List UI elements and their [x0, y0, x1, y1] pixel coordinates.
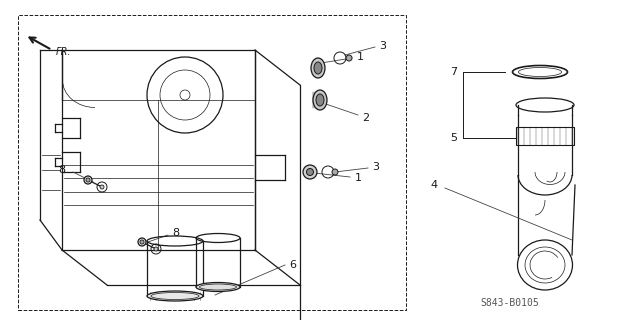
Circle shape	[306, 169, 313, 175]
Ellipse shape	[313, 90, 327, 110]
Circle shape	[303, 165, 317, 179]
Circle shape	[140, 240, 144, 244]
Ellipse shape	[314, 62, 322, 74]
Text: 5: 5	[450, 133, 457, 143]
Circle shape	[332, 169, 338, 175]
Ellipse shape	[311, 58, 325, 78]
Text: 6: 6	[289, 260, 296, 270]
Text: FR.: FR.	[56, 47, 72, 57]
Bar	[18, 15, 406, 310]
Ellipse shape	[316, 94, 324, 106]
Ellipse shape	[147, 291, 203, 301]
Circle shape	[84, 176, 92, 184]
Text: 8: 8	[58, 165, 65, 175]
Text: 3: 3	[379, 41, 386, 51]
Circle shape	[346, 55, 352, 61]
Ellipse shape	[196, 283, 240, 292]
Circle shape	[154, 247, 158, 251]
Text: 8: 8	[172, 228, 179, 238]
Text: 1: 1	[357, 52, 364, 62]
Bar	[516, 127, 574, 145]
Text: 3: 3	[372, 162, 379, 172]
Text: S843-B0105: S843-B0105	[480, 298, 539, 308]
Circle shape	[138, 238, 146, 246]
Circle shape	[86, 178, 90, 182]
Circle shape	[100, 185, 104, 189]
Text: 4: 4	[431, 180, 438, 190]
Text: 7: 7	[450, 67, 457, 77]
Text: 1: 1	[355, 173, 362, 183]
Text: 2: 2	[362, 113, 370, 123]
